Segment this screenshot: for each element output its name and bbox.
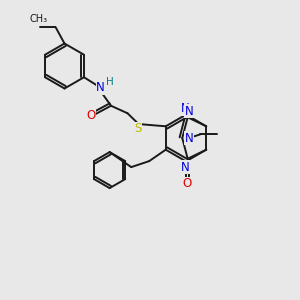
Text: N: N [96, 81, 105, 94]
Text: N: N [184, 131, 193, 145]
Text: N: N [180, 102, 189, 116]
Text: CH₃: CH₃ [30, 14, 48, 25]
Text: N: N [180, 160, 189, 174]
Text: O: O [86, 109, 95, 122]
Text: S: S [134, 122, 142, 135]
Text: O: O [182, 177, 191, 190]
Text: N: N [185, 105, 194, 118]
Text: H: H [106, 77, 114, 87]
